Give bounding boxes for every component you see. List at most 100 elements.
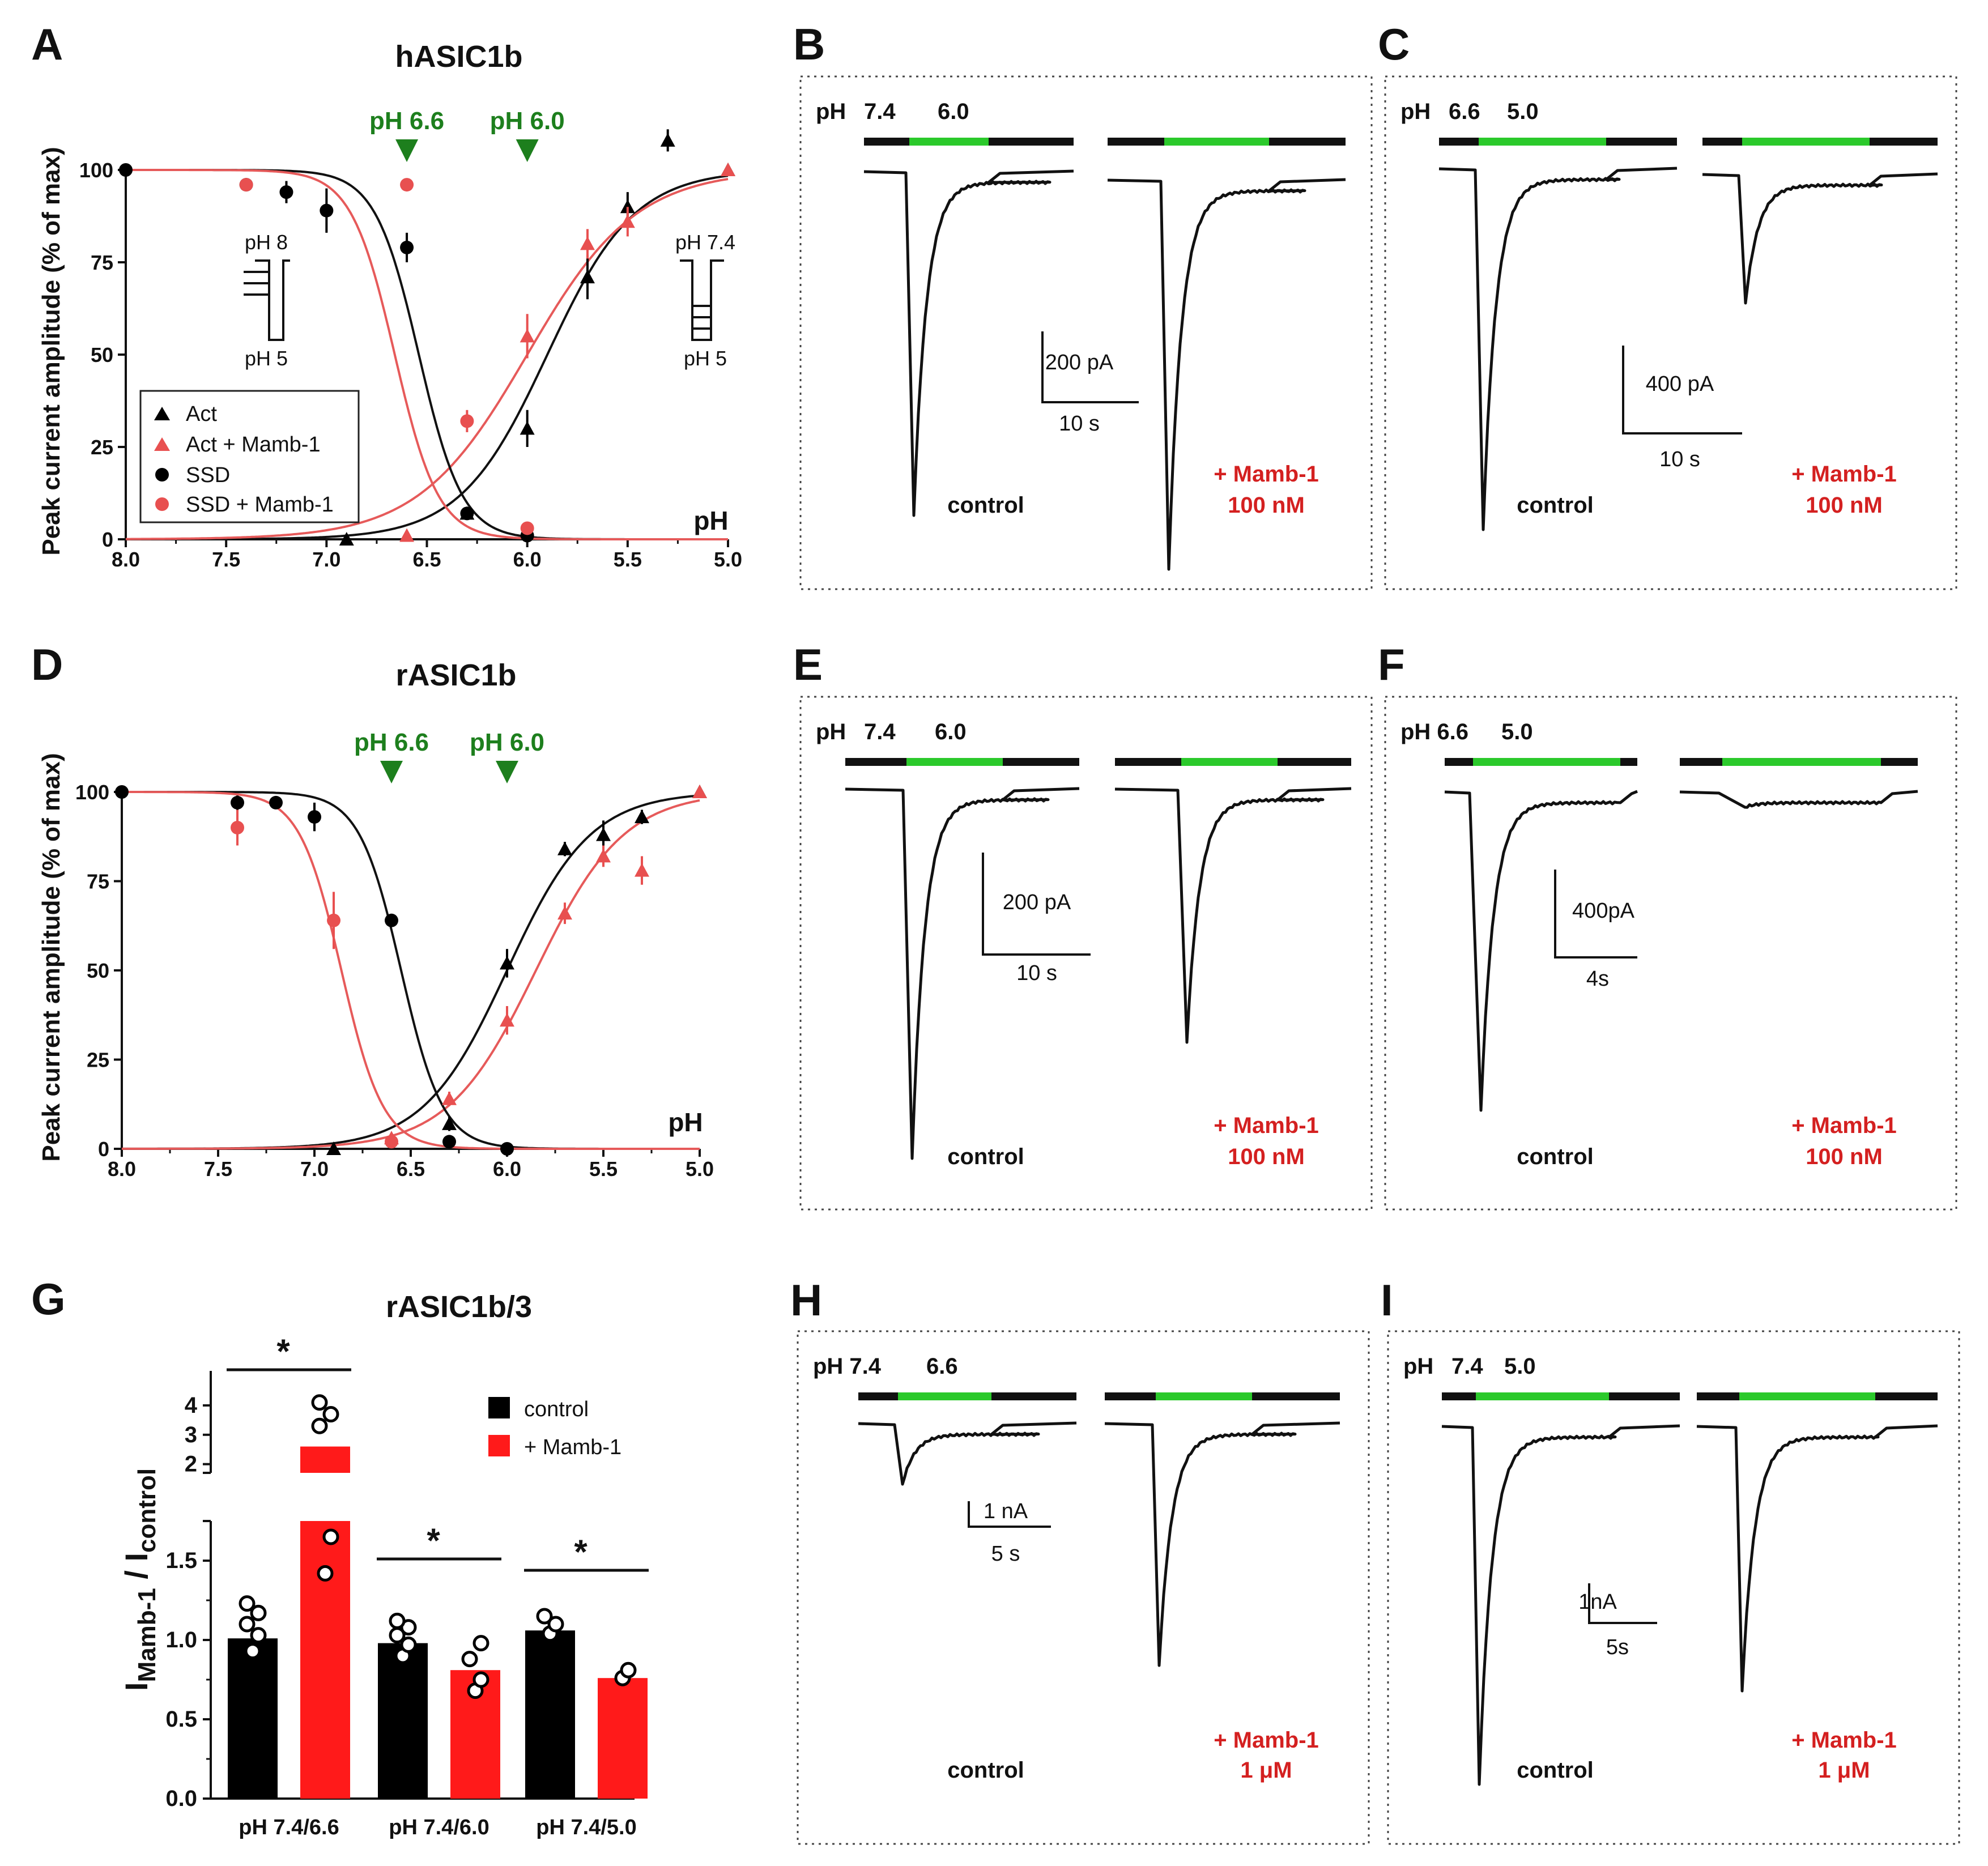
legend-ssd-label: SSD <box>186 463 230 487</box>
panel-d-y-tick-label: 75 <box>87 870 109 893</box>
panel-a: A hASIC1b Peak current amplitude (% of m… <box>31 19 742 571</box>
panel-d-point-act-mamb-1 <box>442 1091 457 1105</box>
panel-d-point-ssd <box>231 795 244 810</box>
trace-panel-c-control-label: control <box>1517 493 1594 518</box>
panel-g-bar-mamb <box>598 1678 648 1799</box>
trace-panel-f-drug-acid-bar <box>1722 758 1881 766</box>
trace-panel-i-control-label: control <box>1517 1758 1594 1783</box>
panel-a-point-ssd <box>400 240 414 254</box>
panel-g: G rASIC1b/3 IMamb-1 / Icontrol 0.00.51.0… <box>31 1274 649 1839</box>
panel-g-data-point <box>239 1595 256 1612</box>
panel-g-title: rASIC1b/3 <box>386 1290 532 1324</box>
trace-panel-i-drug-label: + Mamb-1 <box>1791 1728 1897 1753</box>
trace-panel-c-scale-y: 400 pA <box>1646 372 1714 396</box>
trace-panel-f-scale-bar <box>1554 870 1637 958</box>
panel-g-y-label-sep: / I <box>118 1553 154 1588</box>
trace-panel-c-drug-trace <box>1702 172 1938 305</box>
panel-g-bar-control <box>378 1643 428 1799</box>
trace-panel-e-scale-y: 200 pA <box>1003 891 1071 914</box>
trace-panel-c-scale-bar <box>1622 346 1742 434</box>
panel-g-data-point <box>472 1671 489 1688</box>
panel-d-x-label: pH <box>668 1107 703 1137</box>
trace-panel-f: FpH 6.6 5.0 400pA 4s control + Mamb-1 100 nM <box>1378 640 1957 1211</box>
trace-panel-e-scale-x: 10 s <box>1016 961 1057 985</box>
panel-a-arrow-label: pH 6.6 <box>369 107 444 135</box>
panel-a-x-tick-label: 7.0 <box>312 548 340 571</box>
panel-g-y-tick-label: 1.5 <box>165 1548 197 1573</box>
panel-d-arrow-label: pH 6.0 <box>470 728 544 756</box>
panel-d-point-act <box>635 810 649 824</box>
trace-panel-c-drug-acid-bar <box>1742 138 1870 146</box>
panel-a-point-ssd-mamb-1 <box>400 178 414 192</box>
trace-panel-e-ph-prefix: pH <box>816 719 846 744</box>
panel-d-point-act-mamb-1 <box>557 906 572 920</box>
trace-panel-h-control-trace <box>858 1421 1077 1486</box>
panel-g-y-tick-label-high: 3 <box>185 1422 197 1447</box>
legend-ssd-marker <box>155 468 169 482</box>
trace-panel-e-drug-label: + Mamb-1 <box>1214 1113 1319 1138</box>
panel-d-plot: 8.0 7.5 7.0 6.5 6.0 5.5 5.0 0 25 50 75 100 pH 6.6 pH … <box>75 728 714 1181</box>
panel-a-protocol-right-bottom: pH 5 <box>684 347 727 370</box>
panel-d-point-act <box>326 1141 341 1155</box>
trace-panel-e-conc-label: 100 nM <box>1228 1144 1305 1169</box>
trace-panel-f-conc-label: 100 nM <box>1806 1144 1883 1169</box>
panel-d-point-ssd <box>500 1142 514 1156</box>
panel-d-point-act <box>557 841 572 855</box>
panel-d-fit-act <box>122 794 700 1150</box>
panel-g-data-point <box>250 1627 267 1644</box>
trace-panel-b-control-label: control <box>947 493 1024 518</box>
legend-act-mamb-marker <box>154 437 170 451</box>
trace-panel-i-scale-x: 5s <box>1606 1635 1629 1659</box>
trace-panel-f-scale-x: 4s <box>1586 967 1609 991</box>
panel-a-arrow-marker <box>516 139 539 162</box>
panel-g-legend: control + Mamb-1 <box>488 1397 621 1459</box>
panel-a-y-label: Peak current amplitude (% of max) <box>37 147 65 555</box>
legend-control-label: control <box>524 1398 589 1421</box>
trace-panel-f-control-trace <box>1444 790 1638 1112</box>
panel-a-point-ssd <box>279 185 293 199</box>
trace-panel-i-drug-trace <box>1696 1424 1938 1693</box>
panel-a-x-tick-label: 5.0 <box>714 548 742 571</box>
trace-panel-h-scale-x: 5 s <box>991 1542 1020 1566</box>
trace-panel-h-drug-trace <box>1104 1421 1340 1667</box>
trace-panel-h-label: H <box>790 1275 822 1325</box>
trace-panel-e: EpH 7.4 6.0 200 pA 10 s control + Mamb-1 100 nM <box>793 640 1373 1211</box>
panel-g-data-point <box>536 1608 553 1625</box>
trace-panel-c-frame <box>1384 75 1957 590</box>
trace-panel-e-frame <box>799 696 1373 1211</box>
trace-panel-h-scale-bar <box>968 1501 1051 1528</box>
panel-a-point-act-mamb-1 <box>520 329 535 343</box>
panel-a-y-tick-label: 25 <box>91 436 113 459</box>
legend-act-marker <box>154 407 170 420</box>
panel-d-x-tick-label: 7.5 <box>204 1157 232 1181</box>
panel-a-point-ssd-mamb-1 <box>460 414 474 428</box>
trace-panel-i-label: I <box>1381 1275 1393 1325</box>
panel-label-d: D <box>31 640 63 689</box>
trace-panel-e-scale-bar <box>982 853 1091 956</box>
trace-panel-b-drug-acid-bar <box>1164 138 1269 146</box>
panel-d-point-act-mamb-1 <box>635 863 649 877</box>
panel-d-point-ssd-mamb-1 <box>327 913 340 927</box>
trace-panel-c-control-acid-bar <box>1479 138 1606 146</box>
panel-g-y-tick-label-high: 2 <box>185 1452 197 1477</box>
panel-g-y-label: IMamb-1 / Icontrol <box>118 1468 161 1691</box>
trace-panel-h-ph1: pH 7.4 <box>813 1354 882 1379</box>
trace-panel-b-label: B <box>793 19 825 69</box>
trace-panel-e-control-label: control <box>947 1144 1024 1169</box>
panel-d-point-ssd <box>269 795 283 810</box>
trace-panel-e-control-trace <box>845 787 1080 1160</box>
panel-g-category-label: pH 7.4/6.6 <box>239 1816 339 1839</box>
legend-control-swatch <box>488 1397 510 1418</box>
trace-panel-f-scale-y: 400pA <box>1572 899 1635 923</box>
trace-panel-e-control-acid-bar <box>906 758 1003 766</box>
panel-g-data-point <box>389 1612 406 1629</box>
panel-a-x-tick-label: 8.0 <box>112 548 140 571</box>
panel-a-point-act <box>580 270 595 284</box>
trace-panel-i-ph1: 7.4 <box>1451 1354 1483 1379</box>
trace-panel-c-ph2: 5.0 <box>1507 99 1539 124</box>
legend-ssd-mamb-label: SSD + Mamb-1 <box>186 493 334 517</box>
panel-g-plot: 0.0 0.5 1.0 1.5 2 3 4 pH 7.4/6.6 * pH 7.4/6.0 * pH … <box>165 1332 649 1839</box>
panel-d-point-act-mamb-1 <box>500 1013 514 1027</box>
panel-g-data-point <box>620 1661 637 1678</box>
